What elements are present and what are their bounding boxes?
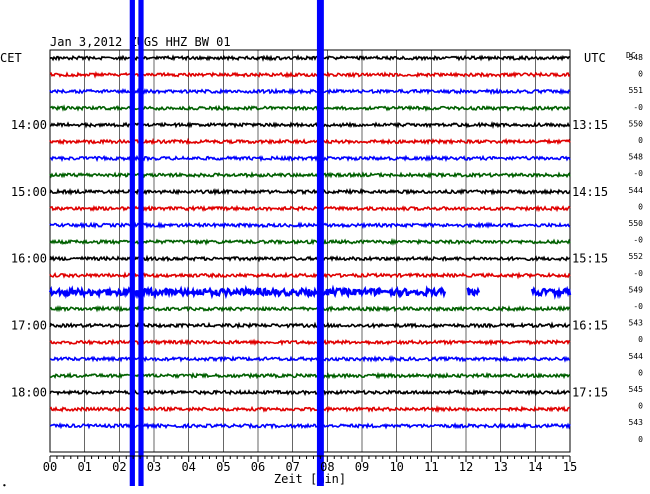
right-time-label: 14:15 <box>572 185 608 199</box>
x-tick-label: 12 <box>459 460 473 474</box>
x-tick-label: 05 <box>216 460 230 474</box>
trace-row <box>49 354 571 364</box>
dc-value: 550 <box>629 219 644 228</box>
trace-row <box>49 154 571 163</box>
dc-value: 550 <box>629 119 644 128</box>
dc-value: 544 <box>629 352 644 361</box>
dc-values: 548 0 551 -0 550 0 548 -0 544 0 550 -0 552 -0 549 -0 543… <box>629 53 644 444</box>
x-tick-label: 00 <box>43 460 57 474</box>
trace-row <box>49 204 571 213</box>
x-tick-label: 14 <box>528 460 542 474</box>
event-band <box>129 0 135 486</box>
trace-row <box>49 405 571 414</box>
x-tick-label: 01 <box>77 460 91 474</box>
x-axis: 00 01 02 03 04 05 06 07 08 09 10 11 12 13 14 15 <box>43 455 577 474</box>
trace-row <box>49 54 571 62</box>
right-time-label: 15:15 <box>572 252 608 266</box>
dc-value: -0 <box>633 169 643 178</box>
x-tick-label: 10 <box>389 460 403 474</box>
event-band <box>138 0 144 486</box>
trace-row <box>49 371 571 380</box>
x-tick-label: 03 <box>147 460 161 474</box>
x-tick-label: 09 <box>355 460 369 474</box>
trace-row <box>49 87 571 96</box>
trace-row <box>49 422 571 430</box>
grid <box>49 49 571 453</box>
x-tick-label: 02 <box>112 460 126 474</box>
right-time-label: 16:15 <box>572 319 608 333</box>
dc-value: -0 <box>633 302 643 311</box>
right-time-label: 13:15 <box>572 118 608 132</box>
trace-row <box>49 388 571 397</box>
trace-row <box>49 271 571 280</box>
left-time-label: 17:00 <box>11 319 47 333</box>
left-time-label: 14:00 <box>11 118 47 132</box>
trace-row <box>49 254 571 263</box>
dc-value: 545 <box>629 385 644 394</box>
dc-value: 548 <box>629 53 644 62</box>
dc-value: 543 <box>629 418 644 427</box>
dc-header: DC <box>626 51 636 60</box>
event-markers <box>129 0 324 486</box>
trace-row <box>49 338 571 347</box>
dc-value: 0 <box>638 402 643 411</box>
x-tick-label: 07 <box>285 460 299 474</box>
dc-value: 548 <box>629 153 644 162</box>
dc-value: 0 <box>638 70 643 79</box>
dc-value: 549 <box>629 285 644 294</box>
trace-row <box>49 171 571 180</box>
trace-row <box>49 321 571 330</box>
dc-value: -0 <box>633 236 643 245</box>
x-tick-label: 08 <box>320 460 334 474</box>
trace-row <box>49 71 571 79</box>
dc-value: 0 <box>638 335 643 344</box>
left-time-label: 15:00 <box>11 185 47 199</box>
trace-row <box>49 137 571 146</box>
plot-frame <box>49 49 571 453</box>
dc-value: 552 <box>629 252 644 261</box>
trace-row <box>50 104 571 112</box>
left-time-label: 16:00 <box>11 252 47 266</box>
dc-value: -0 <box>633 269 643 278</box>
trace-row <box>48 284 572 300</box>
dc-value: 0 <box>638 136 643 145</box>
trace-row <box>49 221 571 230</box>
corner-mark: ∙ <box>2 481 7 490</box>
dc-value: 0 <box>638 368 643 377</box>
dc-value: 0 <box>638 435 643 444</box>
x-tick-label: 11 <box>424 460 438 474</box>
trace-row <box>49 237 571 246</box>
left-time-label: 18:00 <box>11 385 47 399</box>
dc-value: -0 <box>633 103 643 112</box>
left-timezone-label: CET <box>0 51 22 65</box>
event-band <box>316 0 324 486</box>
dc-value: 0 <box>638 202 643 211</box>
time-labels: 14:00 15:00 16:00 17:00 18:00 13:15 14:15 15:15… <box>11 118 608 400</box>
x-tick-label: 04 <box>181 460 195 474</box>
right-timezone-label: UTC <box>584 51 606 65</box>
trace-row <box>49 187 571 196</box>
x-axis-label: Zeit [min] <box>274 472 346 486</box>
traces <box>48 54 572 430</box>
x-tick-label: 06 <box>251 460 265 474</box>
trace-row <box>49 120 571 129</box>
x-tick-label: 15 <box>563 460 577 474</box>
trace-row <box>49 304 571 313</box>
dc-value: 543 <box>629 319 644 328</box>
x-tick-label: 13 <box>493 460 507 474</box>
right-time-label: 17:15 <box>572 385 608 399</box>
dc-value: 551 <box>629 86 644 95</box>
dc-value: 544 <box>629 186 644 195</box>
